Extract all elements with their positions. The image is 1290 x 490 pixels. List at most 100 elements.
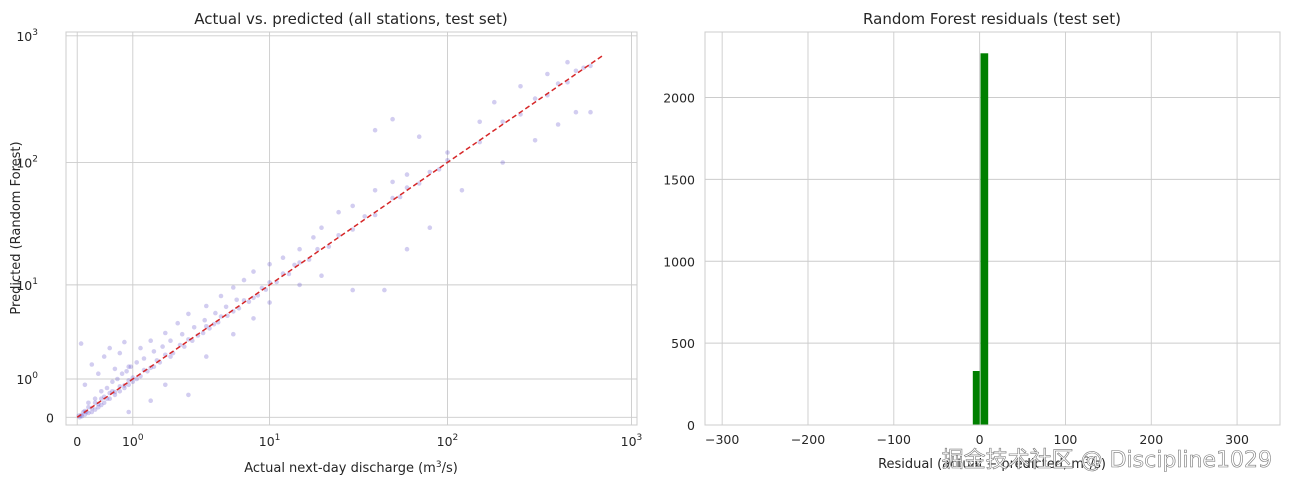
scatter-point (588, 63, 593, 69)
tick-exponent: 1 (275, 433, 281, 443)
scatter-point (117, 389, 123, 394)
scatter-point (336, 209, 341, 215)
scatter-point (404, 172, 410, 177)
histogram-x-label-tail: /s) (1090, 457, 1106, 472)
scatter-point (297, 260, 302, 265)
scatter-point (112, 389, 118, 395)
scatter-x-tick-label: 101 (259, 433, 281, 449)
scatter-point (390, 116, 395, 122)
scatter-point (104, 385, 110, 391)
scatter-point (372, 188, 378, 193)
scatter-point (186, 311, 191, 317)
scatter-x-label-sup: 3 (436, 460, 442, 470)
scatter-point (445, 150, 450, 155)
scatter-point (112, 366, 118, 372)
tick-base: 10 (621, 434, 637, 449)
scatter-point (207, 326, 212, 331)
tick-base: 10 (16, 155, 32, 170)
scatter-x-ticks: 0 100 101 102 103 (73, 433, 642, 449)
histogram-x-tick-label: −300 (705, 432, 739, 447)
scatter-point (82, 412, 88, 417)
tick-exponent: 2 (453, 433, 459, 443)
scatter-point (175, 320, 180, 326)
scatter-point (297, 282, 302, 288)
scatter-point (427, 225, 433, 230)
scatter-points (76, 59, 593, 420)
scatter-point (241, 277, 247, 283)
scatter-point (416, 134, 422, 139)
scatter-point (251, 316, 256, 321)
tick-exponent: 0 (32, 371, 38, 381)
scatter-point (96, 404, 101, 410)
scatter-point (477, 139, 483, 145)
tick-base: 10 (437, 434, 453, 449)
scatter-point (86, 410, 91, 416)
tick-base: 10 (16, 29, 32, 44)
scatter-y-tick-label: 102 (16, 154, 38, 170)
scatter-x-axis-label: Actual next-day discharge (m3/s) (244, 460, 458, 476)
scatter-y-tick-label: 100 (16, 371, 38, 387)
scatter-point (204, 303, 209, 309)
scatter-point (211, 321, 217, 327)
histogram-x-tick-label: 100 (1054, 432, 1078, 447)
scatter-point (315, 246, 320, 252)
scatter-point (151, 349, 157, 354)
histogram-x-tick-label: 300 (1225, 432, 1249, 447)
watermark-text: 掘金技术社区 @ Discipline1029 (942, 448, 1272, 473)
histogram-y-ticks: 0 500 1000 1500 2000 (663, 91, 695, 434)
scatter-point (82, 382, 88, 388)
scatter-point (588, 109, 593, 115)
tick-base: 0 (73, 434, 81, 449)
scatter-point (573, 68, 579, 74)
scatter-point (115, 376, 120, 382)
scatter-point (86, 404, 91, 410)
scatter-point (107, 345, 112, 351)
scatter-point (382, 287, 387, 293)
scatter-point (134, 376, 139, 382)
scatter-x-label-tail: /s) (442, 461, 458, 476)
scatter-point (218, 314, 224, 319)
scatter-point (107, 396, 112, 402)
histogram-y-tick-label: 500 (671, 336, 695, 351)
scatter-frame (65, 31, 638, 426)
identity-reference-line (76, 54, 604, 418)
scatter-grid (66, 32, 637, 425)
scatter-point (202, 317, 207, 323)
histogram-x-tick-label: 0 (976, 432, 984, 447)
scatter-point (204, 354, 209, 359)
scatter-point (319, 225, 324, 230)
tick-exponent: 3 (637, 433, 643, 443)
scatter-point (92, 396, 98, 402)
scatter-point (267, 300, 272, 305)
scatter-point (96, 371, 101, 377)
scatter-point (92, 400, 98, 406)
scatter-point (545, 71, 550, 77)
scatter-point (168, 338, 173, 344)
histogram-x-label-main: Residual (actual − predicted, m (878, 457, 1084, 472)
scatter-point (459, 188, 465, 193)
scatter-point (89, 362, 95, 367)
scatter-point (101, 400, 107, 406)
scatter-point (234, 297, 239, 303)
scatter-point (179, 331, 185, 337)
scatter-point (231, 331, 236, 337)
scatter-point (218, 293, 224, 299)
scatter-point (124, 369, 129, 374)
scatter-y-tick-label: 101 (16, 277, 38, 293)
scatter-point (134, 360, 139, 365)
scatter-y-tick-label: 103 (16, 28, 38, 44)
scatter-point (163, 382, 168, 388)
scatter-y-axis-label: Predicted (Random Forest) (9, 141, 24, 314)
scatter-point (117, 350, 123, 356)
scatter-point (286, 271, 292, 277)
scatter-x-tick-label: 102 (437, 433, 459, 449)
scatter-y-tick-label: 0 (46, 410, 54, 425)
histogram-y-tick-label: 1500 (663, 172, 695, 187)
scatter-point (223, 304, 229, 310)
scatter-point (99, 402, 104, 408)
scatter-point (336, 233, 341, 238)
tick-exponent: 3 (32, 28, 38, 38)
scatter-point (89, 409, 95, 415)
histogram-y-tick-label: 1000 (663, 254, 695, 269)
